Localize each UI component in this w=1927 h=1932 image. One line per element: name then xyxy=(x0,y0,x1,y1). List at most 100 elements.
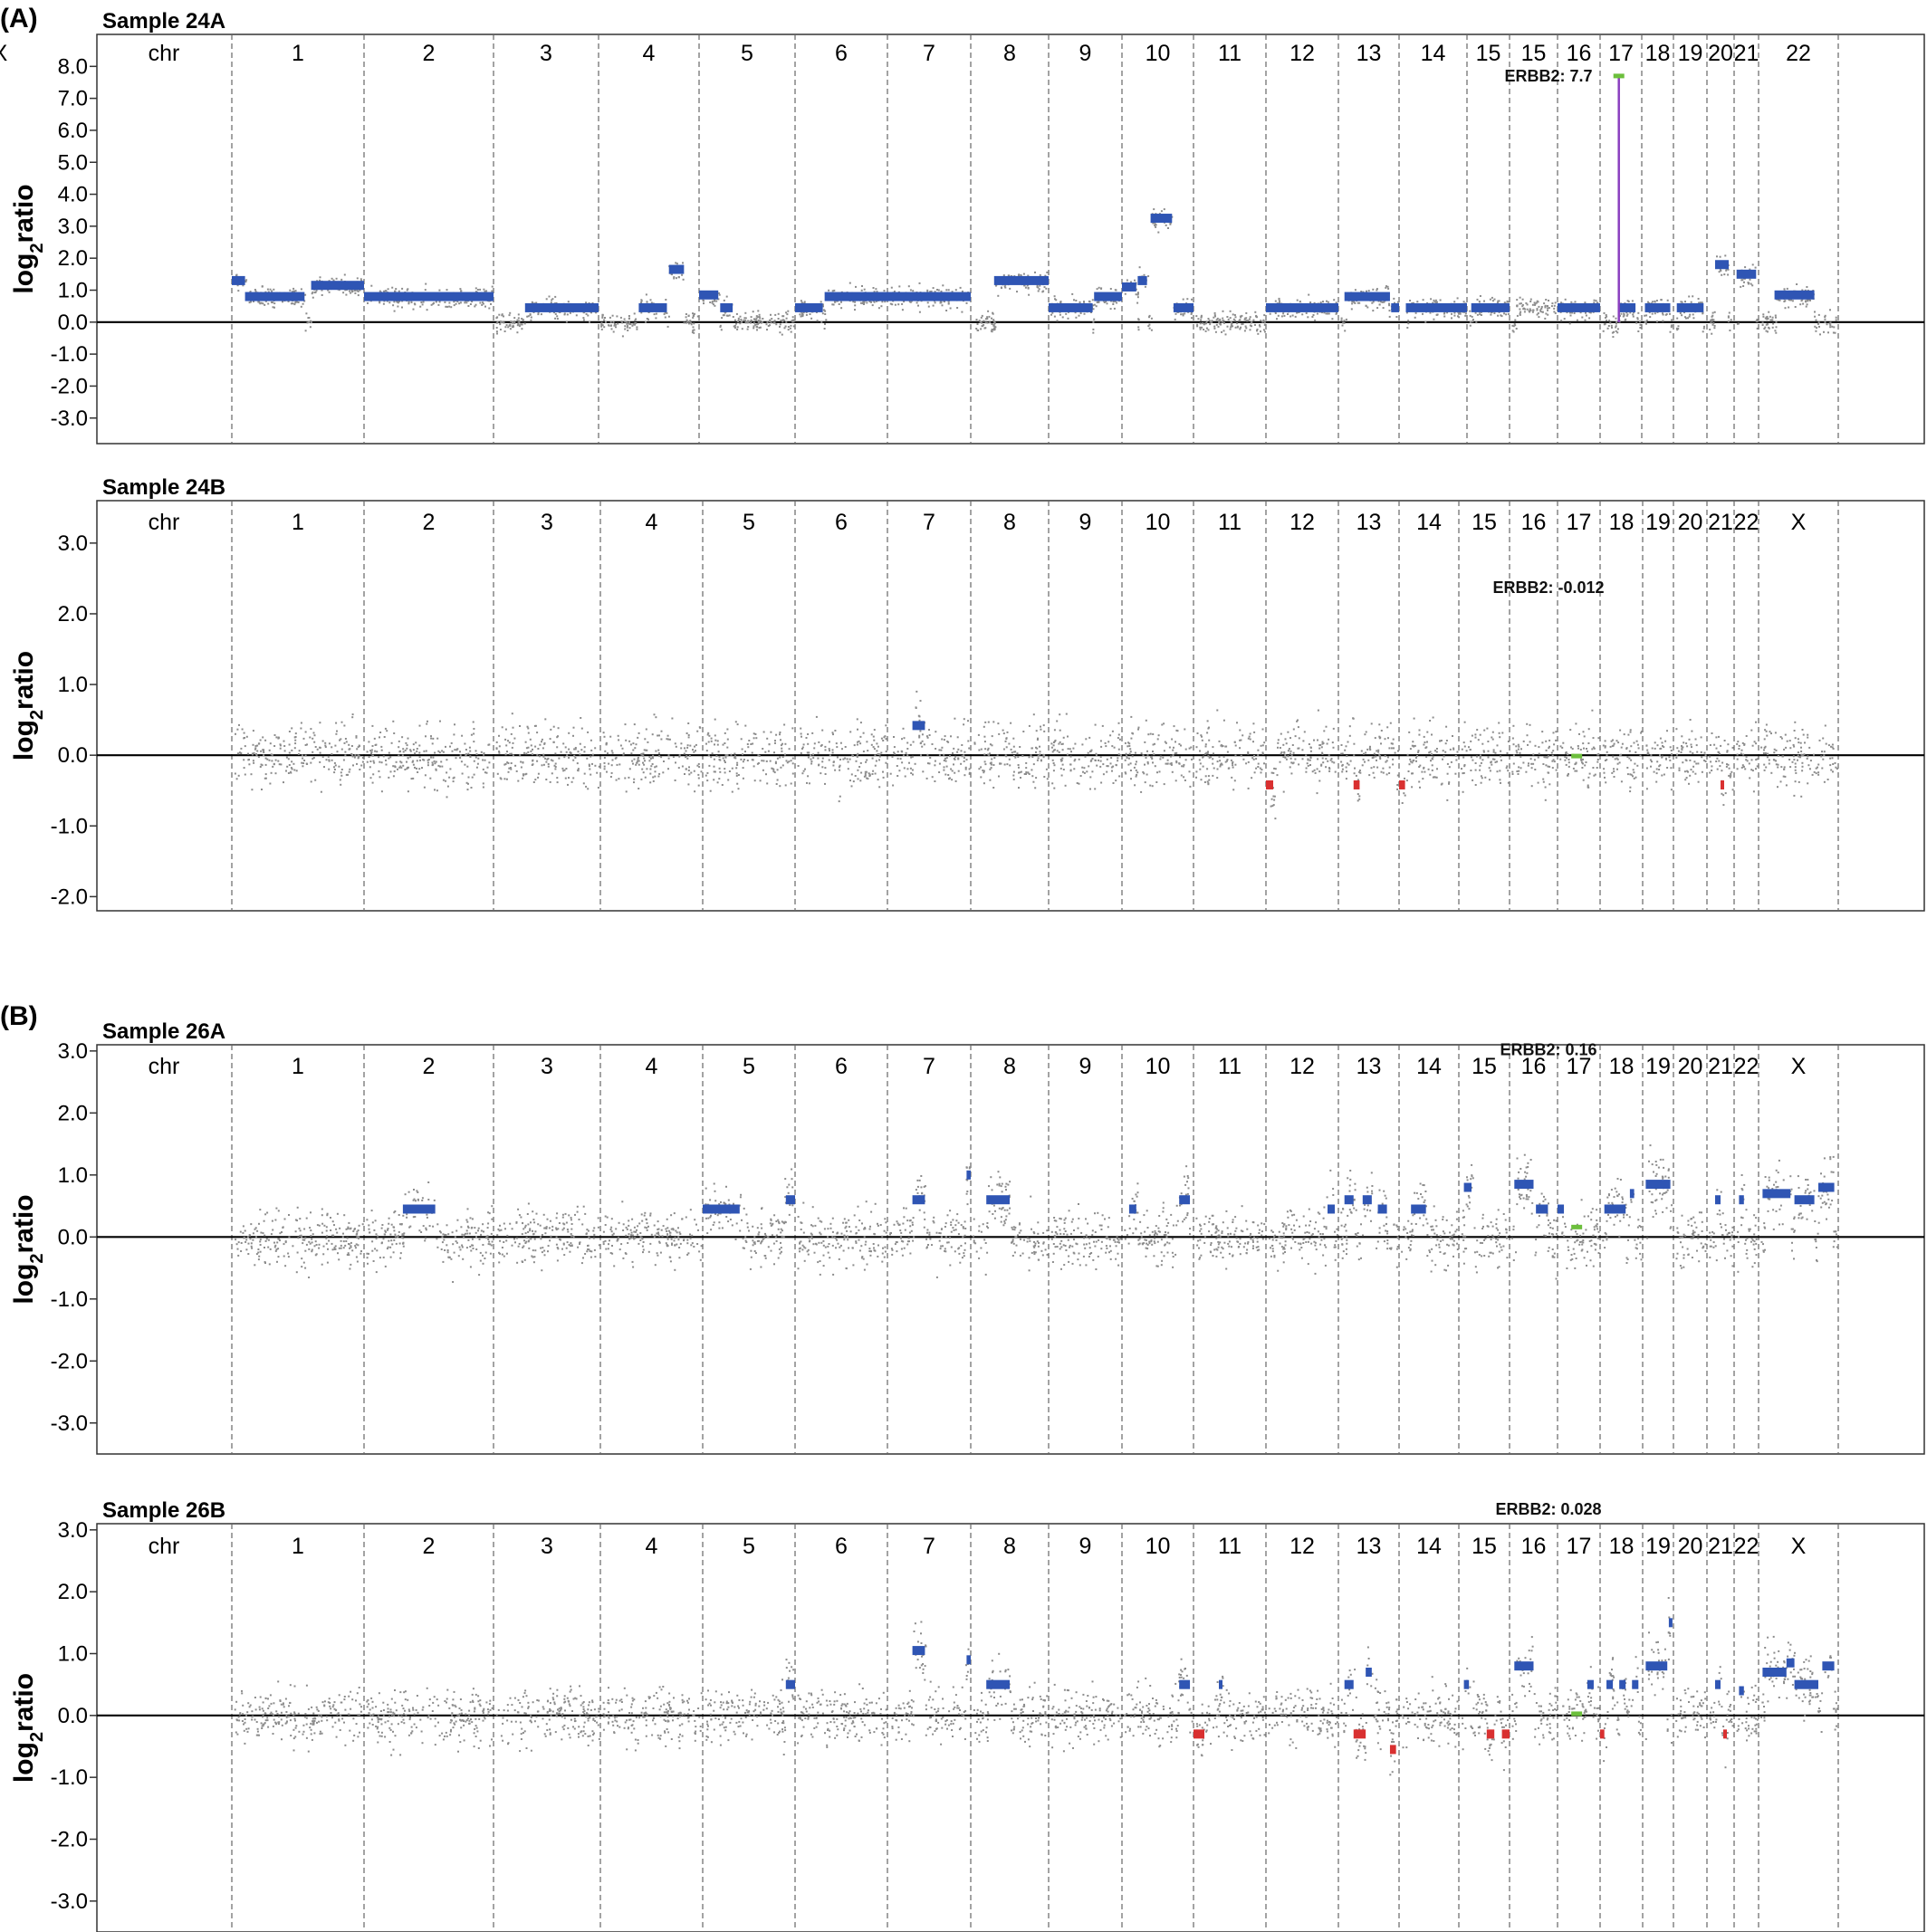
data-point xyxy=(1209,323,1212,326)
data-point xyxy=(906,754,909,757)
data-point xyxy=(640,301,643,303)
data-point xyxy=(1207,755,1210,758)
data-point xyxy=(1126,757,1128,759)
data-point xyxy=(1236,322,1239,325)
data-point xyxy=(503,778,506,780)
data-point xyxy=(918,719,921,722)
data-point xyxy=(693,331,695,334)
data-point xyxy=(1340,317,1343,320)
data-point xyxy=(350,289,353,292)
data-point xyxy=(1043,776,1046,778)
data-point xyxy=(744,320,746,322)
data-point xyxy=(264,777,267,779)
data-point xyxy=(1347,741,1349,743)
data-point xyxy=(696,315,699,318)
data-point xyxy=(255,754,258,756)
data-point xyxy=(1245,311,1248,314)
data-point xyxy=(909,743,912,746)
data-point xyxy=(400,766,403,769)
data-point xyxy=(688,766,690,769)
data-point xyxy=(1712,319,1715,321)
data-point xyxy=(509,323,512,326)
data-point xyxy=(1146,773,1148,776)
data-point xyxy=(1200,319,1203,321)
data-point xyxy=(536,732,539,734)
data-point xyxy=(873,748,876,751)
data-point xyxy=(1199,328,1202,330)
data-point xyxy=(801,312,803,315)
data-point xyxy=(501,320,503,323)
data-point xyxy=(1651,312,1654,315)
data-point xyxy=(407,790,409,793)
data-point xyxy=(373,737,376,740)
data-point xyxy=(633,781,635,784)
data-point xyxy=(1232,789,1235,791)
data-point xyxy=(388,751,390,754)
data-point xyxy=(758,313,761,316)
data-point xyxy=(739,315,742,318)
data-point xyxy=(1205,751,1208,754)
data-point xyxy=(1131,732,1134,734)
data-point xyxy=(753,327,755,330)
data-point xyxy=(1285,742,1288,745)
data-point xyxy=(1137,728,1139,731)
data-point xyxy=(724,771,726,774)
data-point xyxy=(304,293,307,296)
data-point xyxy=(416,750,418,752)
data-point xyxy=(1159,755,1162,758)
data-point xyxy=(407,766,409,769)
data-point xyxy=(1564,298,1567,301)
data-point xyxy=(1207,751,1209,753)
data-point xyxy=(1207,318,1210,320)
data-point xyxy=(1292,761,1295,764)
data-point xyxy=(713,770,715,773)
data-point xyxy=(1250,321,1252,324)
data-point xyxy=(308,321,311,323)
data-point xyxy=(931,743,934,745)
data-point xyxy=(1340,319,1343,321)
data-point xyxy=(1054,739,1057,741)
data-point xyxy=(583,746,586,749)
data-point xyxy=(1069,755,1072,758)
data-point xyxy=(1452,748,1455,751)
data-point xyxy=(633,723,636,726)
data-point xyxy=(385,759,387,761)
data-point xyxy=(996,754,999,757)
data-point xyxy=(1211,320,1213,322)
data-point xyxy=(1749,268,1751,271)
data-point xyxy=(1200,779,1203,781)
data-point xyxy=(1521,298,1524,301)
data-point xyxy=(1272,804,1275,807)
data-point xyxy=(532,748,533,751)
data-point xyxy=(801,746,804,749)
data-point xyxy=(666,734,669,737)
data-point xyxy=(1182,765,1184,768)
data-point xyxy=(1431,764,1433,767)
data-point xyxy=(421,767,423,770)
data-point xyxy=(760,321,762,324)
data-point xyxy=(1377,300,1380,302)
data-point xyxy=(554,768,557,770)
data-point xyxy=(775,323,778,326)
data-point xyxy=(1329,759,1332,761)
data-point xyxy=(1320,763,1323,766)
data-point xyxy=(530,316,532,319)
data-point xyxy=(1353,754,1356,757)
data-point xyxy=(1027,771,1030,774)
data-point xyxy=(302,737,305,740)
data-point xyxy=(737,317,740,320)
data-point xyxy=(855,285,857,288)
data-point xyxy=(1511,330,1514,332)
data-point xyxy=(1529,311,1531,313)
data-point xyxy=(1243,318,1246,320)
data-point xyxy=(312,732,315,734)
data-point xyxy=(926,736,929,739)
data-point xyxy=(688,755,691,757)
data-point xyxy=(1742,285,1745,287)
data-point xyxy=(1343,321,1346,324)
data-point xyxy=(914,762,916,765)
data-point xyxy=(636,328,638,330)
data-point xyxy=(776,757,779,760)
data-point xyxy=(1282,790,1285,793)
data-point xyxy=(664,311,666,314)
